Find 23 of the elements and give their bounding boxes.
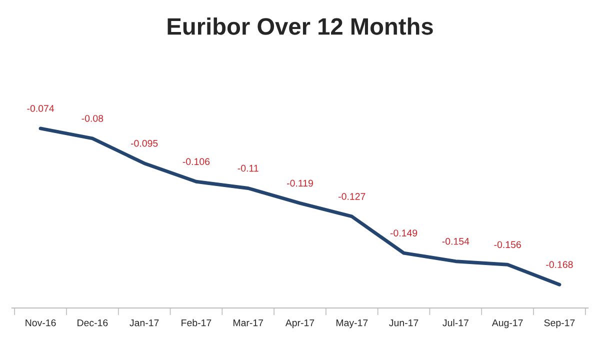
data-label: -0.149 (390, 230, 418, 236)
x-tick-label: Jun-17 (389, 319, 418, 326)
data-label: -0.168 (546, 261, 573, 268)
data-label: -0.074 (27, 105, 54, 112)
data-label: -0.095 (130, 140, 158, 147)
x-tick-label: Mar-17 (234, 319, 264, 326)
x-tick-label: Apr-17 (285, 319, 314, 328)
data-label: -0.154 (442, 238, 470, 245)
data-label: -0.156 (494, 241, 521, 248)
x-tick-label: Sep-17 (544, 319, 575, 328)
data-label: -0.106 (182, 158, 210, 166)
data-label: -0.08 (82, 114, 104, 122)
x-tick-label: Aug-17 (492, 319, 523, 328)
chart-title: Euribor Over 12 Months (168, 18, 433, 35)
x-tick-label: Feb-17 (182, 319, 212, 326)
x-tick-label: Jan-17 (130, 319, 159, 326)
data-label: -0.11 (238, 164, 258, 172)
x-tick-label: Nov-16 (26, 319, 56, 326)
x-tick-label: May-17 (336, 319, 368, 328)
data-label: -0.127 (338, 193, 366, 200)
data-label: -0.119 (287, 180, 313, 187)
x-tick-label: Jul-17 (442, 319, 468, 326)
x-tick-label: Dec-16 (78, 319, 108, 326)
